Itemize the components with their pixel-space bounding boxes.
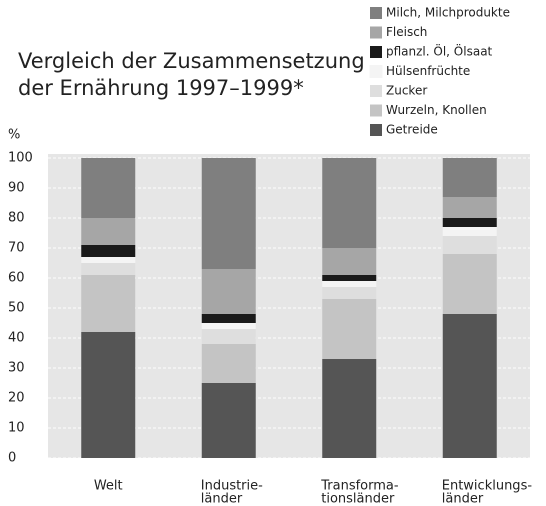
legend-label: Zucker [386, 84, 427, 98]
bar-segment [322, 299, 377, 359]
legend-swatch [370, 7, 382, 19]
bar-segment [442, 158, 497, 197]
legend-label: Hülsenfrüchte [386, 64, 470, 78]
legend-swatch [370, 85, 382, 97]
bar-segment [81, 257, 136, 263]
bar-segment [322, 275, 377, 281]
bar-segment [201, 269, 256, 314]
bar-segment [322, 248, 377, 275]
bar-segment [81, 218, 136, 245]
bar-segment [81, 332, 136, 458]
y-tick-label: 60 [8, 271, 25, 286]
y-tick-label: 30 [8, 361, 25, 376]
x-tick-label: Transforma- [320, 479, 399, 494]
bar-segment [81, 158, 136, 218]
bar-segment [81, 245, 136, 257]
y-tick-label: 100 [8, 151, 33, 166]
bar-segment [201, 344, 256, 383]
bar-segment [442, 218, 497, 227]
y-tick-label: 20 [8, 391, 25, 406]
bar-segment [442, 314, 497, 458]
bar-segment [81, 275, 136, 332]
chart-title: Vergleich der Zusammensetzung [18, 49, 365, 73]
legend-label: Wurzeln, Knollen [386, 103, 487, 117]
legend-swatch [370, 124, 382, 136]
x-tick-label: länder [442, 492, 484, 506]
y-tick-label: 70 [8, 241, 25, 256]
bar-segment [442, 236, 497, 254]
x-tick-label: Entwicklungs- [442, 479, 533, 494]
legend-swatch [370, 46, 382, 58]
bar-segment [81, 263, 136, 275]
y-tick-label: 0 [8, 451, 16, 466]
legend-label: pflanzl. Öl, Ölsaat [386, 43, 493, 59]
legend-label: Milch, Milchprodukte [386, 6, 510, 20]
y-tick-label: 50 [8, 301, 25, 316]
bar-segment [442, 197, 497, 218]
y-tick-label: 40 [8, 331, 25, 346]
x-tick-label: tionsländer [321, 492, 395, 506]
bar-segment [201, 383, 256, 458]
bar-segment [442, 227, 497, 236]
legend-swatch [370, 104, 382, 117]
legend-swatch [370, 26, 382, 39]
bar-segment [322, 281, 377, 287]
bar-segment [322, 287, 377, 299]
bar-segment [201, 323, 256, 329]
bar-segment [201, 314, 256, 323]
chart-title: der Ernährung 1997–1999* [18, 76, 304, 100]
y-tick-label: 90 [8, 181, 25, 196]
bar-segment [322, 158, 377, 248]
legend-label: Fleisch [386, 25, 427, 39]
legend-label: Getreide [386, 123, 438, 137]
x-tick-label: Industrie- [201, 479, 263, 494]
bar-segment [322, 359, 377, 458]
y-tick-label: 10 [8, 421, 25, 436]
bar-segment [442, 254, 497, 314]
y-axis-label: % [8, 128, 20, 143]
bar-segment [201, 158, 256, 269]
y-tick-label: 80 [8, 211, 25, 226]
x-tick-label: Welt [94, 479, 123, 494]
bar-segment [201, 329, 256, 344]
x-tick-label: länder [201, 492, 243, 506]
legend-swatch [369, 65, 383, 78]
